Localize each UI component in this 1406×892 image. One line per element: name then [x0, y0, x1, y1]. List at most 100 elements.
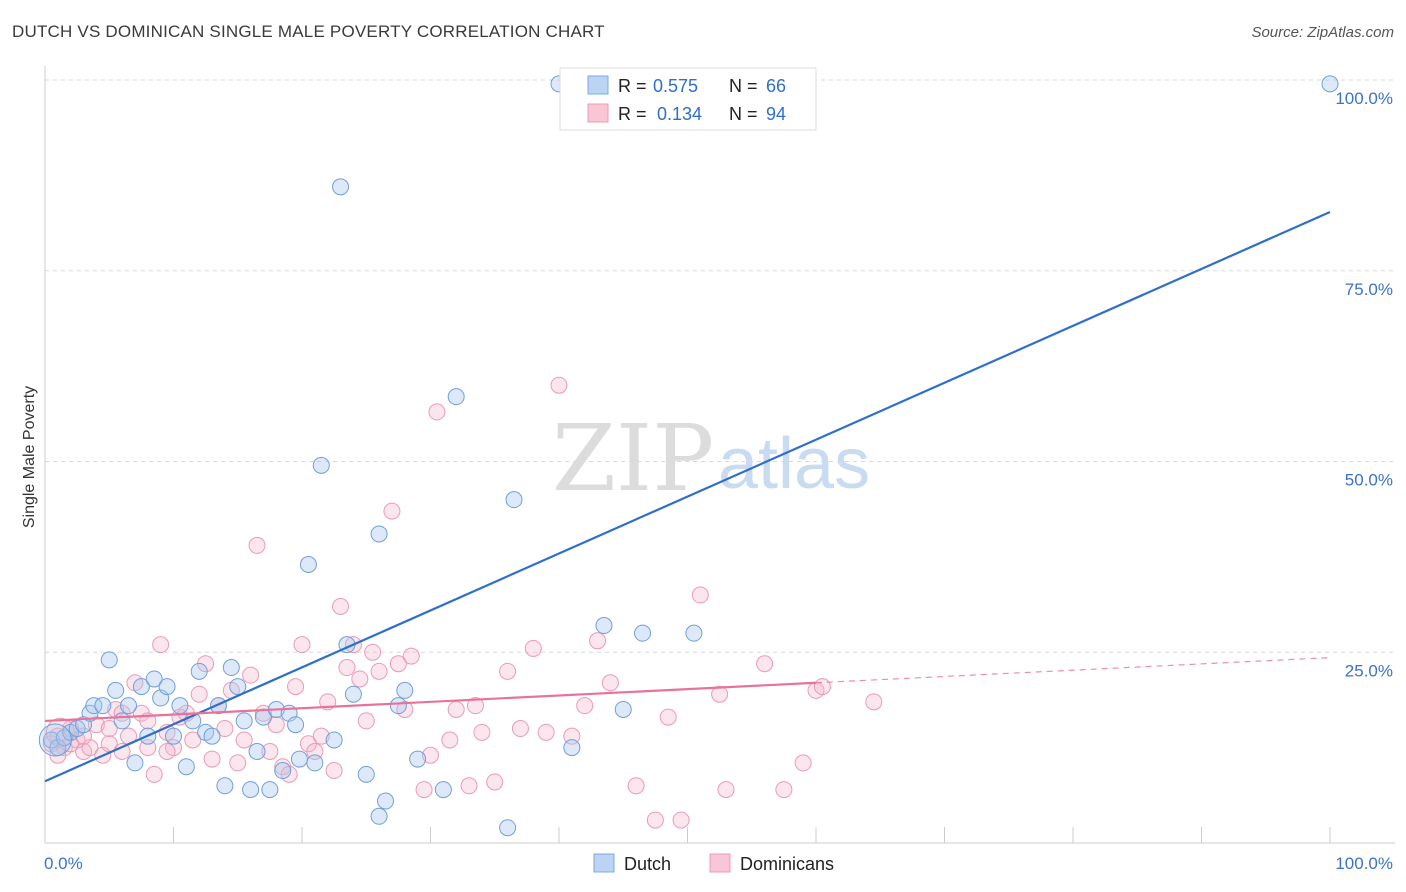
dutch-point	[409, 750, 427, 768]
dominicans-point	[287, 678, 305, 696]
bottom-legend-swatch-dominicans	[709, 853, 731, 873]
dominicans-point	[248, 536, 266, 554]
dominicans-point	[145, 765, 163, 783]
dominicans-point	[235, 731, 253, 749]
dutch-point	[505, 491, 523, 509]
dutch-point	[261, 781, 279, 799]
legend-dutch-n-label: N =	[729, 76, 758, 96]
dutch-point	[132, 678, 150, 696]
tick-labels: 100.0% 75.0% 50.0% 25.0% 0.0% 100.0%	[44, 89, 1393, 873]
dutch-point	[563, 739, 581, 757]
dominicans-point	[428, 403, 446, 421]
dutch-point	[614, 700, 632, 718]
dominicans-point	[672, 811, 690, 829]
dutch-point	[447, 388, 465, 406]
dominicans-point	[351, 670, 369, 688]
dominicans-point	[190, 685, 208, 703]
legend-dutch-n-value: 66	[766, 76, 786, 96]
legend-dominicans-n-value: 94	[766, 104, 786, 124]
dominicans-point	[524, 639, 542, 657]
dominicans-point	[576, 697, 594, 715]
dominicans-point	[466, 697, 484, 715]
dutch-point	[113, 712, 131, 730]
dutch-point	[499, 819, 517, 837]
dominicans-point	[267, 716, 285, 734]
dutch-point	[120, 697, 138, 715]
dominicans-point	[717, 781, 735, 799]
watermark-zip: ZIP	[552, 405, 714, 512]
dutch-point	[357, 765, 375, 783]
dominicans-point	[486, 773, 504, 791]
dutch-trend-line	[44, 210, 1331, 783]
dutch-point	[396, 681, 414, 699]
dominicans-point	[865, 693, 883, 711]
dominicans-point	[589, 632, 607, 650]
y-tick-label: 75.0%	[1345, 280, 1393, 299]
dominicans-point	[422, 746, 439, 764]
dominicans-point	[447, 700, 465, 718]
dominicans-point	[627, 777, 645, 795]
dominicans-point	[229, 754, 247, 772]
y-tick-label: 50.0%	[1345, 471, 1393, 490]
dominicans-point	[441, 731, 459, 749]
dominicans-point	[537, 723, 555, 741]
legend-dominicans-n-label: N =	[729, 104, 758, 124]
dominicans-point	[756, 655, 774, 673]
dominicans-point	[158, 742, 176, 760]
dutch-point	[85, 697, 103, 715]
dominicans-point	[332, 597, 350, 615]
dutch-point	[38, 723, 72, 757]
dutch-point	[222, 659, 240, 677]
dominicans-point	[113, 742, 131, 760]
dominicans-point	[499, 662, 517, 680]
dominicans-point	[152, 636, 170, 654]
dutch-point	[377, 792, 395, 810]
dominicans-point	[794, 754, 812, 772]
dominicans-point	[415, 781, 433, 799]
chart-title: DUTCH VS DOMINICAN SINGLE MALE POVERTY C…	[12, 22, 605, 41]
dutch-point	[190, 662, 208, 680]
dominicans-point	[325, 762, 343, 780]
dominicans-trend-line	[44, 681, 817, 723]
dutch-point	[370, 525, 388, 543]
dutch-point	[274, 762, 292, 780]
dominicans-point	[659, 708, 677, 726]
dutch-point	[177, 758, 195, 776]
dominicans-point	[550, 376, 568, 394]
dominicans-point	[460, 777, 478, 795]
dutch-point	[370, 807, 388, 825]
dutch-point	[1321, 75, 1339, 93]
dominicans-point	[364, 643, 382, 661]
dutch-point	[344, 685, 362, 703]
y-axis-label: Single Male Poverty	[21, 386, 38, 528]
dominicans-point	[100, 720, 118, 738]
dominicans-point	[646, 811, 664, 829]
dominicans-point	[601, 674, 619, 692]
dutch-point	[165, 727, 182, 745]
dutch-point	[235, 712, 253, 730]
dutch-point	[299, 556, 317, 574]
dutch-point	[434, 781, 452, 799]
dutch-point	[306, 754, 324, 772]
dutch-point	[171, 697, 189, 715]
dominicans-point	[511, 720, 529, 738]
legend-dutch-r-label: R =	[618, 76, 647, 96]
dutch-point	[290, 750, 308, 768]
dominicans-point	[312, 727, 330, 745]
legend-dominicans-r-value: 0.134	[657, 104, 702, 124]
dutch-point	[145, 670, 163, 688]
y-tick-label: 100.0%	[1335, 89, 1393, 108]
dominicans-point	[711, 685, 729, 703]
dutch-point	[389, 697, 407, 715]
y-tick-label: 25.0%	[1345, 661, 1393, 680]
dutch-point	[100, 651, 118, 669]
dominicans-point	[402, 647, 420, 665]
dominicans-point	[203, 750, 221, 768]
dutch-point	[248, 742, 266, 760]
x-tick-label-min: 0.0%	[44, 854, 83, 873]
dutch-point	[634, 624, 652, 642]
grid-lines	[45, 79, 1395, 653]
bottom-legend-dominicans: Dominicans	[740, 854, 834, 874]
dutch-point	[332, 178, 350, 196]
dutch-point	[216, 777, 234, 795]
